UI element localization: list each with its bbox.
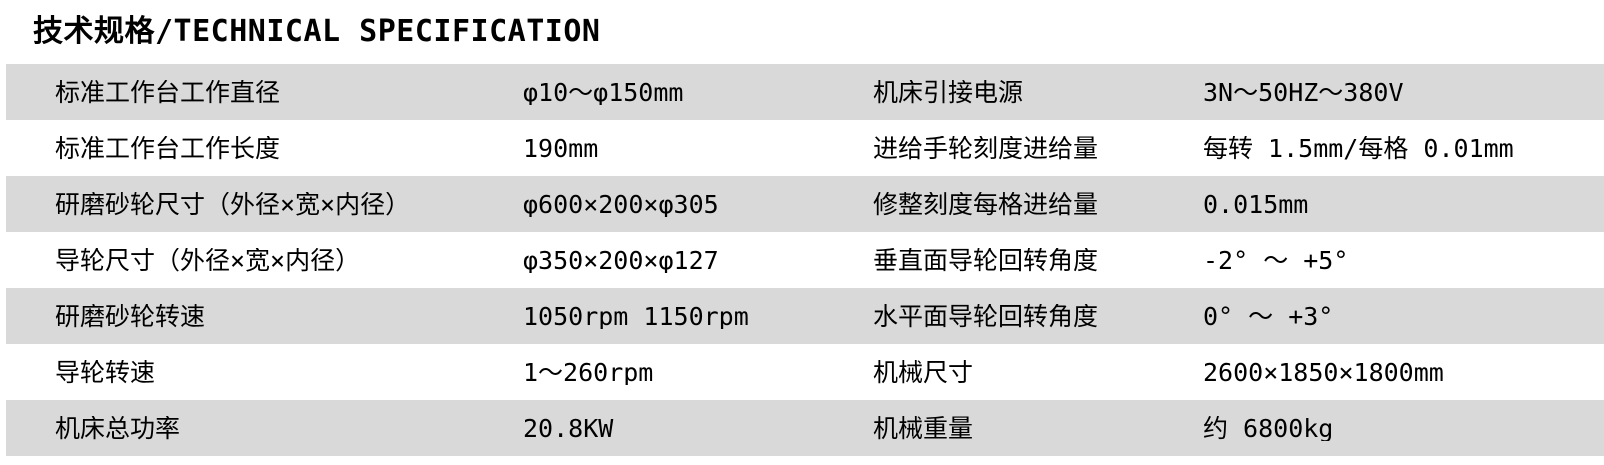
- spec-label: 导轮转速: [55, 359, 156, 385]
- table-row: 导轮尺寸（外径×宽×内径） φ350×200×φ127 垂直面导轮回转角度 -2…: [6, 232, 1604, 288]
- spec-label: 机械尺寸: [873, 359, 974, 385]
- spec-value: 0° ～ +3°: [1203, 303, 1334, 329]
- spec-value: 20.8KW: [523, 415, 614, 441]
- spec-value: 每转 1.5mm/每格 0.01mm: [1203, 135, 1514, 161]
- spec-label: 研磨砂轮尺寸（外径×宽×内径）: [55, 191, 411, 217]
- spec-value: 约 6800kg: [1203, 415, 1334, 441]
- table-row: 标准工作台工作长度 190mm 进给手轮刻度进给量 每转 1.5mm/每格 0.…: [6, 120, 1604, 176]
- spec-value: 2600×1850×1800mm: [1203, 359, 1444, 385]
- spec-label: 机械重量: [873, 415, 974, 441]
- spec-value: 1～260rpm: [523, 359, 654, 385]
- spec-value: 0.015mm: [1203, 191, 1309, 217]
- spec-value: φ10～φ150mm: [523, 79, 684, 105]
- spec-value: 190mm: [523, 135, 599, 161]
- table-row: 机床总功率 20.8KW 机械重量 约 6800kg: [6, 400, 1604, 456]
- spec-value: φ600×200×φ305: [523, 191, 719, 217]
- spec-label: 导轮尺寸（外径×宽×内径）: [55, 247, 361, 273]
- spec-label: 垂直面导轮回转角度: [873, 247, 1099, 273]
- spec-label: 进给手轮刻度进给量: [873, 135, 1099, 161]
- table-row: 研磨砂轮转速 1050rpm 1150rpm 水平面导轮回转角度 0° ～ +3…: [6, 288, 1604, 344]
- spec-label: 标准工作台工作长度: [55, 135, 281, 161]
- spec-value: 3N～50HZ～380V: [1203, 79, 1404, 105]
- spec-label: 机床总功率: [55, 415, 181, 441]
- table-row: 导轮转速 1～260rpm 机械尺寸 2600×1850×1800mm: [6, 344, 1604, 400]
- table-row: 研磨砂轮尺寸（外径×宽×内径） φ600×200×φ305 修整刻度每格进给量 …: [6, 176, 1604, 232]
- page-title: 技术规格/TECHNICAL SPECIFICATION: [33, 14, 601, 49]
- spec-value: -2° ～ +5°: [1203, 247, 1349, 273]
- spec-label: 机床引接电源: [873, 79, 1024, 105]
- table-row: 标准工作台工作直径 φ10～φ150mm 机床引接电源 3N～50HZ～380V: [6, 64, 1604, 120]
- spec-label: 修整刻度每格进给量: [873, 191, 1099, 217]
- spec-label: 水平面导轮回转角度: [873, 303, 1099, 329]
- spec-value: φ350×200×φ127: [523, 247, 719, 273]
- spec-label: 研磨砂轮转速: [55, 303, 206, 329]
- spec-value: 1050rpm 1150rpm: [523, 303, 749, 329]
- spec-label: 标准工作台工作直径: [55, 79, 281, 105]
- spec-table: 标准工作台工作直径 φ10～φ150mm 机床引接电源 3N～50HZ～380V…: [0, 64, 1604, 456]
